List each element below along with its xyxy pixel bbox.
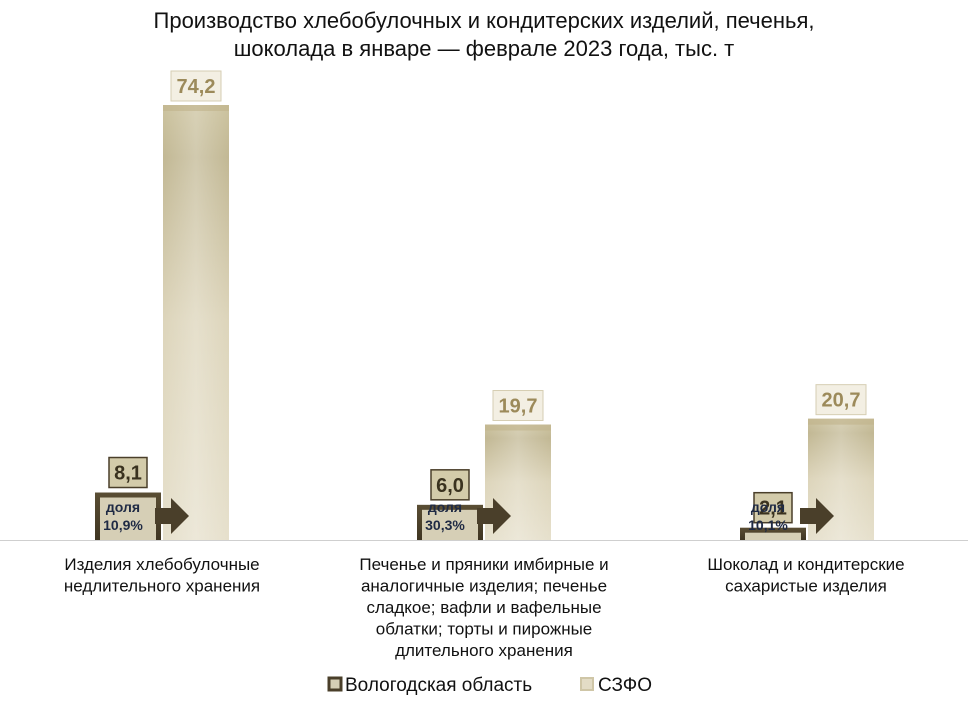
share-arrow-icon: [477, 498, 511, 534]
bar-szfo-top-edge: [485, 424, 551, 431]
bar-szfo-top-edge: [808, 418, 874, 425]
share-label: доля: [751, 499, 785, 515]
category-label: длительного хранения: [395, 641, 573, 660]
category-label: Шоколад и кондитерские: [707, 555, 904, 574]
legend-label-szfo: СЗФО: [598, 675, 652, 696]
legend-swatch-vologda: [327, 676, 343, 692]
data-label-szfo: 74,2: [177, 76, 216, 98]
legend-swatch-szfo: [580, 677, 594, 691]
data-label-szfo: 20,7: [822, 390, 861, 412]
share-label: доля: [428, 499, 462, 515]
bar-szfo-top-edge: [163, 105, 229, 111]
data-label-box-szfo: [492, 390, 544, 422]
share-value: 10,9%: [103, 517, 143, 533]
data-label-vologda: 6,0: [436, 475, 464, 497]
data-label-box-vologda: [108, 456, 148, 489]
bar-vologda-inner: [422, 509, 478, 540]
share-label: доля: [106, 499, 140, 515]
bar-vologda-inner: [745, 532, 801, 540]
chart-title-line: Производство хлебобулочных и кондитерски…: [154, 8, 815, 33]
data-label-szfo: 19,7: [499, 396, 538, 418]
category-label: аналогичные изделия; печенье: [361, 577, 607, 596]
category-label: Изделия хлебобулочные: [64, 555, 259, 574]
share-value: 10,1%: [748, 517, 788, 533]
data-label-box-vologda: [753, 491, 793, 524]
legend-label-vologda: Вологодская область: [345, 675, 532, 696]
data-label-box-szfo: [170, 70, 222, 102]
chart-title: Производство хлебобулочных и кондитерски…: [154, 8, 815, 61]
share-arrow-icon: [155, 498, 189, 534]
chart-title-line: шоколада в январе — феврале 2023 года, т…: [234, 36, 735, 61]
legend: Вологодская область СЗФО: [327, 675, 652, 696]
data-label-vologda: 8,1: [114, 463, 142, 485]
chart-marks: 74,28,1доля10,9%19,76,0доля30,3%20,72,1д…: [95, 70, 874, 540]
data-label-vologda: 2,1: [759, 498, 787, 520]
bar-szfo-shine: [163, 105, 229, 540]
category-label: Печенье и пряники имбирные и: [359, 555, 608, 574]
bar-vologda-inner: [100, 497, 156, 540]
category-label: сладкое; вафли и вафельные: [366, 598, 601, 617]
category-labels: Изделия хлебобулочные недлительного хране…: [64, 555, 905, 660]
category-label: сахаристые изделия: [725, 577, 887, 596]
share-arrow-icon: [800, 498, 834, 534]
category-label: недлительного хранения: [64, 577, 260, 596]
share-value: 30,3%: [425, 517, 465, 533]
category-label: облатки; торты и пирожные: [376, 620, 593, 639]
data-label-box-vologda: [430, 469, 470, 501]
data-label-box-szfo: [815, 384, 867, 416]
